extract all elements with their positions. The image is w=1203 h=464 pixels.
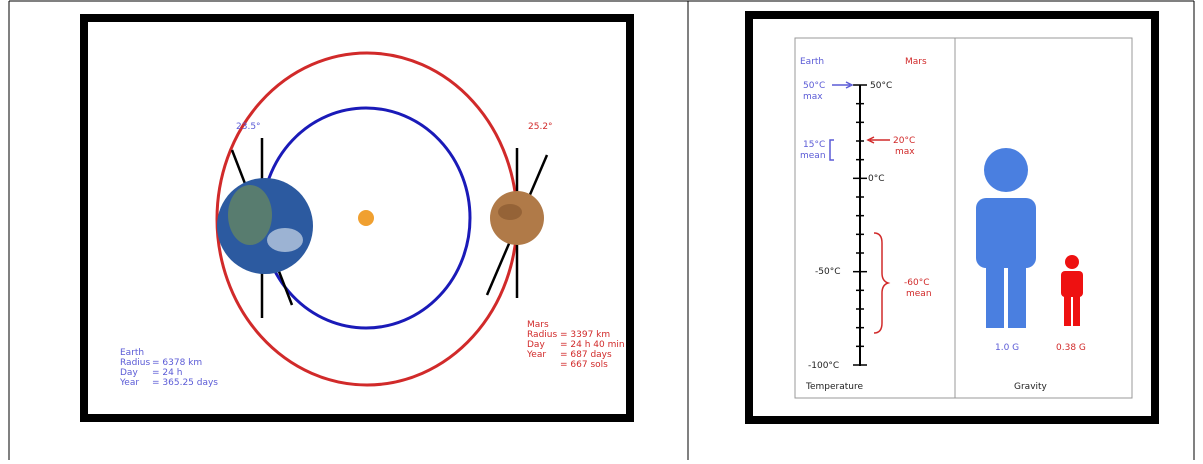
scale-label: 50°C	[870, 81, 892, 91]
earth-max: max	[803, 92, 823, 102]
temperature-label: Temperature	[805, 382, 863, 392]
earth-mean: 15°C	[803, 140, 825, 150]
mars-mean: mean	[906, 289, 932, 299]
info-key: Radius	[527, 330, 557, 340]
mars-mean: -60°C	[904, 278, 929, 288]
info-key: Day	[527, 340, 545, 350]
info-value: = 24 h 40 min	[560, 340, 625, 350]
info-title: Mars	[527, 320, 549, 330]
scale-label: -50°C	[815, 267, 840, 277]
info-key: Radius	[120, 358, 150, 368]
comparison-figure: Earth Mars 50°C 0°C -50°C -100°C 50°C ma…	[749, 15, 1155, 420]
info-title: Earth	[120, 348, 144, 358]
earth-gravity: 1.0 G	[995, 343, 1019, 353]
info-key: Year	[526, 350, 546, 360]
gravity-label: Gravity	[1014, 382, 1048, 392]
earth-mean: mean	[800, 151, 826, 161]
info-value: = 24 h	[152, 368, 182, 378]
mars-max: max	[895, 147, 915, 157]
earth-tilt: 23.5°	[236, 122, 261, 132]
earth-label: Earth	[800, 57, 824, 67]
info-key: Day	[120, 368, 138, 378]
mars-label: Mars	[905, 57, 927, 67]
mars-gravity: 0.38 G	[1056, 343, 1086, 353]
mars-max: 20°C	[893, 136, 915, 146]
info-value: = 687 days	[560, 350, 612, 360]
scale-label: -100°C	[808, 361, 839, 371]
info-value: = 667 sols	[560, 360, 608, 370]
info-key: Year	[119, 378, 139, 388]
info-value: = 3397 km	[560, 330, 610, 340]
info-value: = 6378 km	[152, 358, 202, 368]
info-value: = 365.25 days	[152, 378, 218, 388]
mars-tilt: 25.2°	[528, 122, 553, 132]
earth-max: 50°C	[803, 81, 825, 91]
scale-label: 0°C	[868, 174, 885, 184]
page: 23.5° 25.2° EarthRadius= 6378 kmDay= 24 …	[0, 0, 1203, 460]
